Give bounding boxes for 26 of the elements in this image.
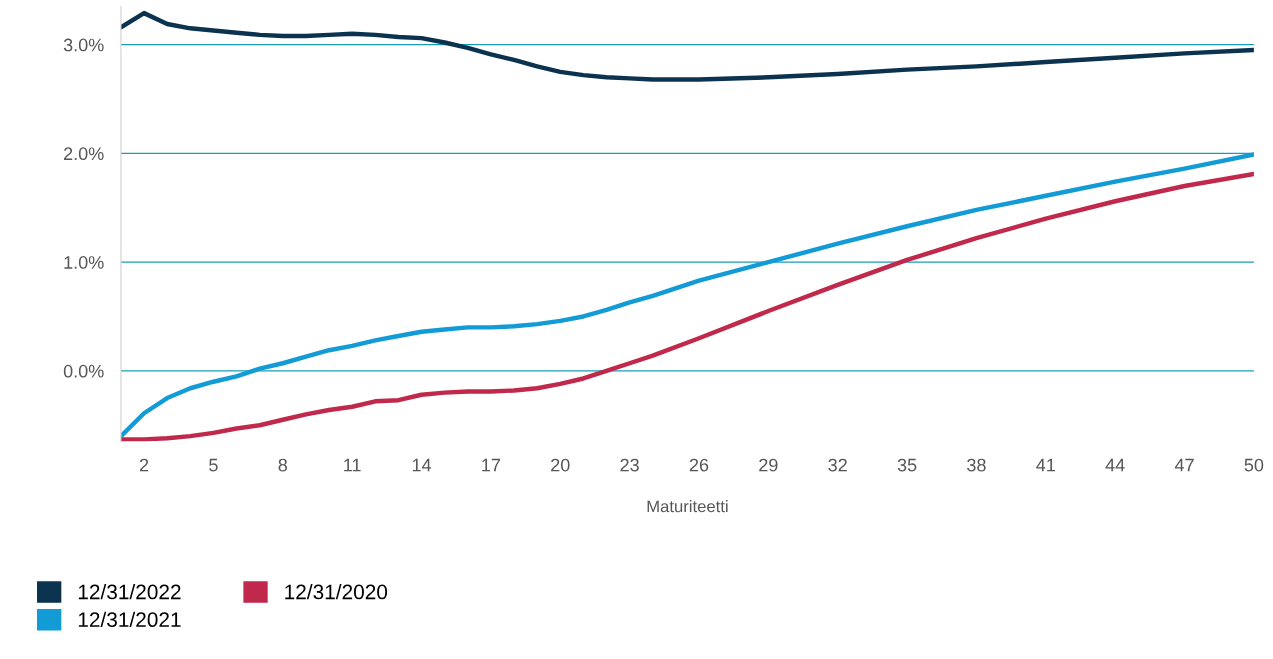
- x-tick-label: 20: [551, 458, 570, 472]
- y-tick-label: 1.0%: [64, 256, 104, 269]
- y-tick-label: 0.0%: [63, 364, 104, 378]
- x-tick-label: 38: [967, 458, 986, 472]
- x-tick-label: 29: [759, 458, 778, 472]
- x-tick-label: 50: [1244, 458, 1264, 472]
- x-tick-label: 26: [689, 458, 709, 472]
- x-tick-label: 14: [412, 458, 432, 472]
- x-tick-label: 32: [828, 458, 847, 472]
- x-tick-label: 44: [1105, 458, 1125, 472]
- x-tick-label: 17: [482, 458, 501, 472]
- x-axis-title: Maturiteetti: [647, 500, 728, 513]
- x-tick-label: 23: [620, 458, 639, 472]
- legend-label: 12/31/2021: [78, 611, 181, 628]
- y-tick-label: 3.0%: [63, 38, 104, 52]
- y-tick-label: 2.0%: [64, 147, 104, 161]
- legend-label: 12/31/2020: [285, 584, 388, 600]
- x-tick-label: 35: [897, 458, 917, 472]
- x-tick-label: 2: [139, 458, 149, 472]
- x-tick-label: 5: [209, 458, 218, 472]
- x-tick-label: 11: [344, 458, 361, 472]
- legend-label: 12/31/2022: [78, 584, 181, 600]
- line-series: [120, 10, 1254, 82]
- x-tick-label: 47: [1174, 458, 1194, 472]
- x-tick-label: 8: [278, 458, 288, 472]
- x-tick-label: 41: [1036, 458, 1055, 472]
